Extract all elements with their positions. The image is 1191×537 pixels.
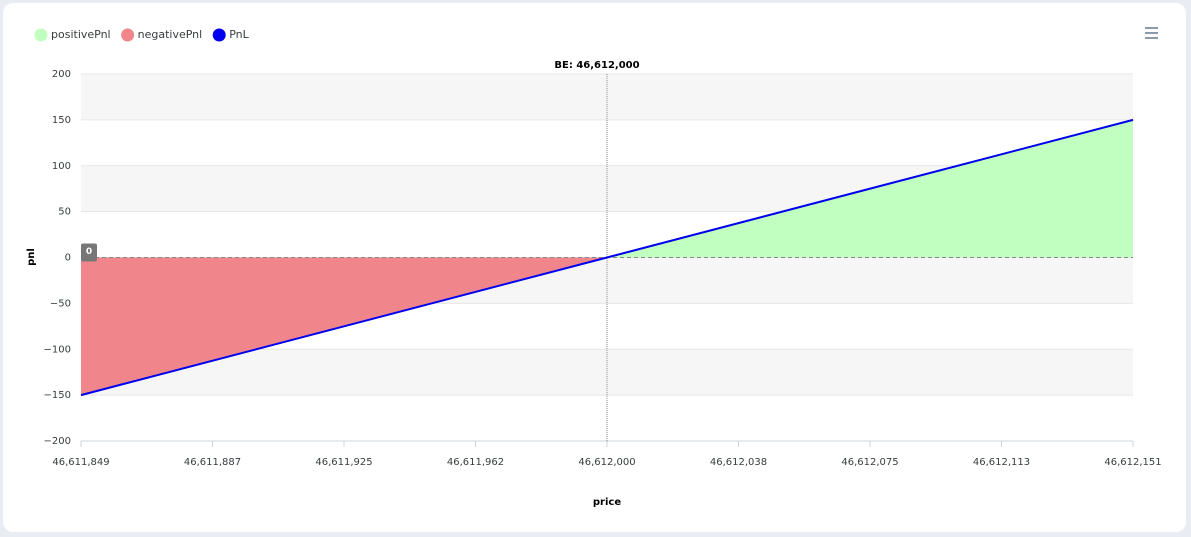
- x-axis-title: price: [593, 497, 621, 508]
- x-tick-label: 46,611,925: [315, 457, 372, 468]
- x-annotation-label: BE: 46,612,000: [554, 60, 639, 71]
- x-tick-label: 46,611,962: [447, 457, 504, 468]
- legend-marker: [212, 28, 226, 42]
- legend-label: negativePnl: [138, 28, 203, 41]
- legend-marker: [34, 28, 48, 42]
- x-tick-label: 46,611,887: [184, 457, 241, 468]
- y-tick-label: −50: [50, 298, 71, 309]
- y-tick-label: −200: [44, 436, 71, 447]
- x-tick-label: 46,612,075: [841, 457, 898, 468]
- legend-label: PnL: [229, 28, 249, 41]
- y-tick-label: 200: [52, 69, 71, 80]
- area: [81, 257, 1133, 396]
- y-axis-title: pnl: [26, 248, 37, 266]
- y-tick-label: −150: [44, 390, 71, 401]
- annotation-badge: [81, 243, 97, 262]
- x-tick-label: 46,612,038: [710, 457, 767, 468]
- x-tick-label: 46,612,113: [973, 457, 1030, 468]
- x-tick-label: 46,611,849: [52, 457, 109, 468]
- y-tick-label: 0: [65, 253, 71, 264]
- y-tick-label: 100: [52, 161, 71, 172]
- legend-marker: [121, 28, 135, 42]
- area: [81, 119, 1133, 258]
- y-tick-label: 150: [52, 115, 71, 126]
- y-tick-label: 50: [58, 207, 71, 218]
- y-tick-label: −100: [44, 344, 71, 355]
- x-tick-label: 46,612,000: [578, 457, 635, 468]
- legend-label: positivePnl: [51, 28, 111, 41]
- x-tick-label: 46,612,151: [1104, 457, 1161, 468]
- menu-icon[interactable]: [1145, 27, 1158, 39]
- y-annotation-label: 0: [86, 247, 92, 257]
- line: [80, 118, 1134, 397]
